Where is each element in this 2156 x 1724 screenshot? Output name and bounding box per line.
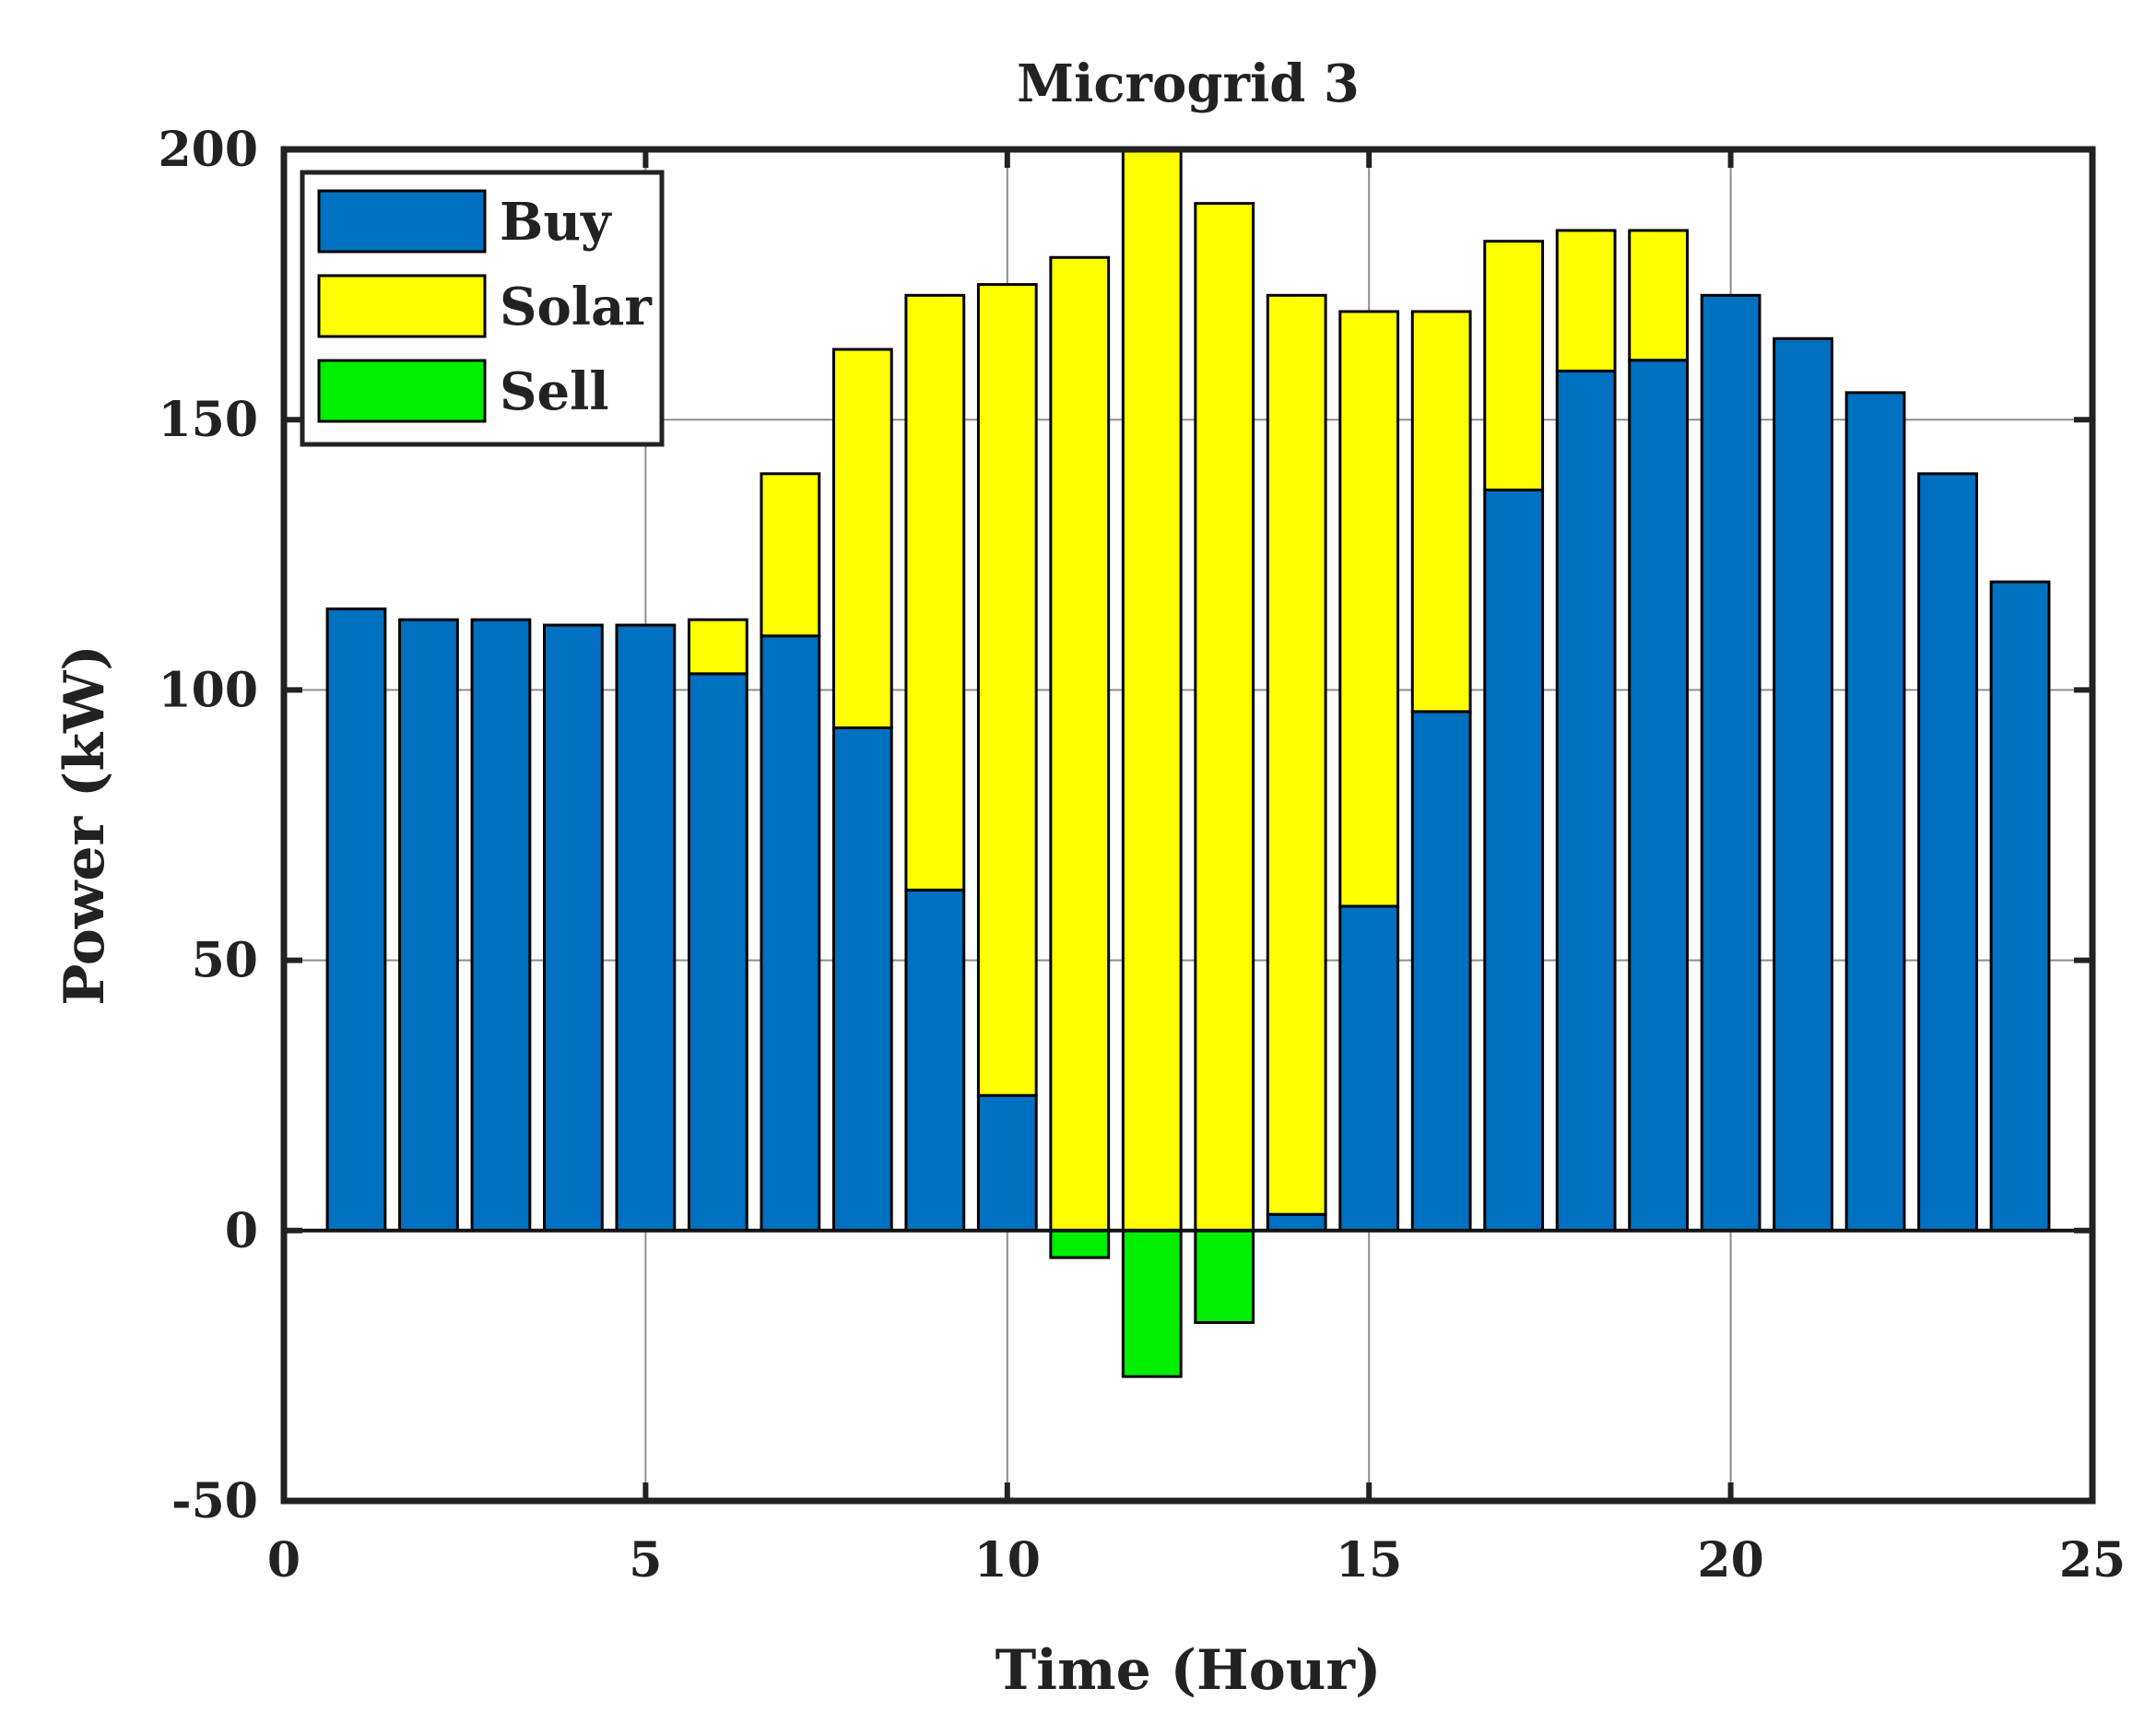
y-tick-label: -50 [171,1473,258,1529]
x-tick-label: 20 [1697,1532,1763,1588]
bar-solar [1483,240,1545,491]
bar-buy [1773,337,1833,1233]
y-tick-label: 50 [192,933,258,989]
bar-solar [687,618,748,676]
legend-label-buy: Buy [500,192,612,253]
y-axis-label: Power (kW) [53,644,117,1006]
legend-label-sell: Sell [500,361,609,422]
x-axis-label: Time (Hour) [996,1638,1382,1703]
y-tick-label: 100 [158,662,258,718]
bar-buy [1628,359,1690,1233]
x-tick-label: 15 [1336,1532,1402,1588]
bar-solar [1121,148,1183,1233]
bar-sell [1194,1229,1255,1324]
bar-solar [1555,229,1617,372]
bar-solar [1410,310,1472,714]
chart-title: Microgrid 3 [1017,53,1360,114]
bar-solar [1628,229,1690,362]
bar-solar [976,283,1038,1097]
bar-solar [904,293,966,892]
bar-buy [325,607,387,1233]
bar-solar [1338,310,1400,908]
bar-buy [1700,293,1761,1233]
bar-buy [1410,710,1472,1233]
y-tick-label: 0 [225,1203,258,1259]
bar-solar [1194,202,1255,1233]
bar-buy [1338,904,1400,1233]
bar-buy [687,672,748,1233]
bar-buy [760,634,821,1233]
legend-swatch-solar [317,274,487,338]
bar-buy [976,1093,1038,1233]
bar-buy [904,888,966,1233]
bar-buy [543,623,604,1233]
bar-buy [470,618,532,1233]
x-tick-label: 25 [2059,1532,2126,1588]
y-tick-label: 150 [158,392,258,448]
bar-sell [1121,1229,1183,1378]
bar-buy [398,618,459,1233]
bar-solar [760,472,821,638]
x-tick-label: 10 [974,1532,1041,1588]
bar-buy [831,726,893,1233]
x-tick-label: 0 [267,1532,300,1588]
bar-buy [1844,391,1906,1233]
bar-buy [1917,472,1978,1233]
x-tick-label: 5 [629,1532,662,1588]
bar-buy [1989,580,2051,1233]
legend-label-solar: Solar [500,277,653,337]
plot-frame [280,146,2096,1505]
y-tick-label: 200 [158,122,258,178]
bars [325,148,2051,1378]
bar-solar [831,348,893,729]
legend-swatch-sell [317,359,487,423]
bar-buy [1483,488,1545,1233]
bar-solar [1266,293,1327,1216]
bar-solar [1049,255,1111,1233]
bar-buy [1555,369,1617,1233]
bar-sell [1049,1229,1111,1259]
bar-buy [1266,1212,1327,1233]
legend: Buy Solar Sell [300,170,665,447]
legend-swatch-buy [317,189,487,254]
bar-buy [615,623,677,1233]
